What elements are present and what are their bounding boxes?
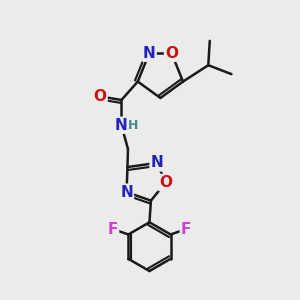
- Text: N: N: [120, 185, 133, 200]
- Text: O: O: [94, 89, 106, 104]
- Text: O: O: [165, 46, 178, 61]
- Text: F: F: [108, 222, 118, 237]
- Text: O: O: [159, 175, 172, 190]
- Text: N: N: [151, 155, 163, 170]
- Text: H: H: [128, 119, 138, 132]
- Text: F: F: [181, 222, 191, 237]
- Text: N: N: [143, 46, 156, 61]
- Text: N: N: [115, 118, 128, 133]
